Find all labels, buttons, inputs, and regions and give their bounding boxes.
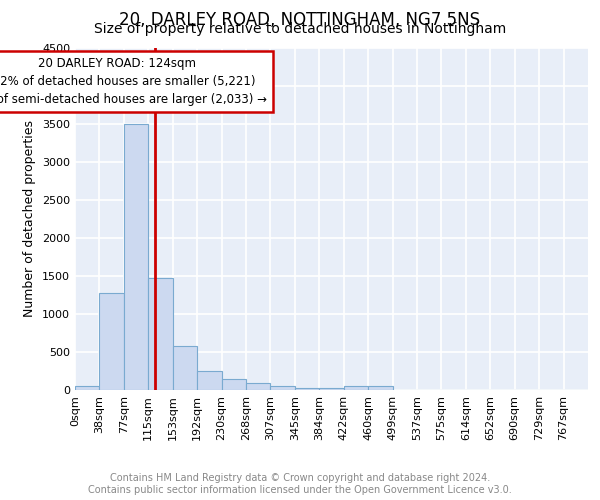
Bar xyxy=(319,388,344,390)
Bar xyxy=(221,380,246,390)
Bar xyxy=(271,386,295,390)
Y-axis label: Number of detached properties: Number of detached properties xyxy=(23,120,37,318)
Bar xyxy=(295,388,319,390)
Bar xyxy=(148,278,173,390)
Text: 20 DARLEY ROAD: 124sqm
← 72% of detached houses are smaller (5,221)
28% of semi-: 20 DARLEY ROAD: 124sqm ← 72% of detached… xyxy=(0,56,268,106)
Text: Contains HM Land Registry data © Crown copyright and database right 2024.
Contai: Contains HM Land Registry data © Crown c… xyxy=(88,474,512,495)
Bar xyxy=(124,124,148,390)
Bar xyxy=(344,386,368,390)
Bar xyxy=(173,346,197,390)
Bar xyxy=(246,383,271,390)
Bar xyxy=(100,294,124,390)
Bar xyxy=(197,371,221,390)
Bar xyxy=(368,386,392,390)
Bar xyxy=(75,386,100,390)
Text: Size of property relative to detached houses in Nottingham: Size of property relative to detached ho… xyxy=(94,22,506,36)
Text: 20, DARLEY ROAD, NOTTINGHAM, NG7 5NS: 20, DARLEY ROAD, NOTTINGHAM, NG7 5NS xyxy=(119,11,481,29)
